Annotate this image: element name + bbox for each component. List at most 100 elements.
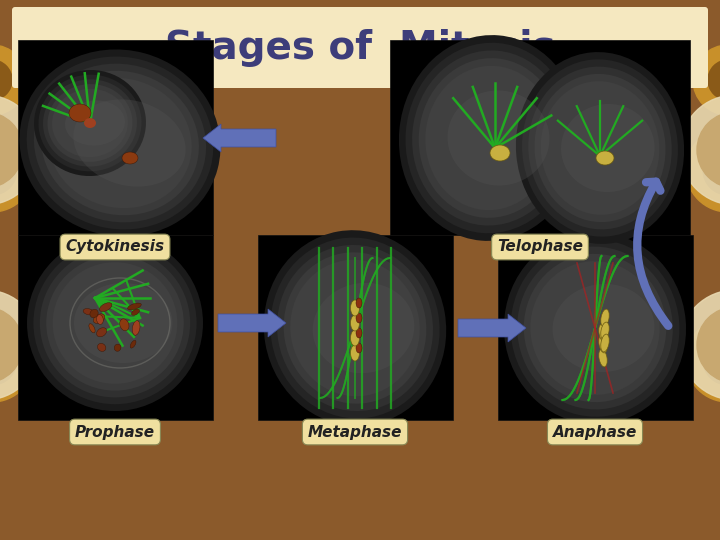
Ellipse shape (27, 235, 203, 411)
Ellipse shape (122, 152, 138, 164)
Circle shape (0, 128, 34, 212)
FancyArrow shape (218, 309, 286, 337)
Ellipse shape (41, 71, 199, 215)
Ellipse shape (356, 343, 362, 353)
Ellipse shape (561, 104, 654, 192)
Ellipse shape (351, 300, 359, 316)
Circle shape (686, 128, 720, 212)
FancyBboxPatch shape (498, 235, 693, 420)
Text: Stages of  Mitosis: Stages of Mitosis (165, 29, 555, 67)
FancyBboxPatch shape (12, 7, 708, 88)
Ellipse shape (510, 239, 680, 417)
Ellipse shape (600, 322, 609, 340)
Ellipse shape (73, 99, 186, 187)
Ellipse shape (19, 50, 220, 237)
Ellipse shape (90, 309, 98, 318)
Ellipse shape (600, 309, 609, 327)
Circle shape (0, 307, 23, 383)
Circle shape (0, 318, 34, 402)
Circle shape (703, 335, 720, 385)
Ellipse shape (83, 309, 94, 315)
Ellipse shape (277, 245, 433, 411)
Ellipse shape (53, 262, 177, 384)
Ellipse shape (52, 89, 128, 157)
Text: Metaphase: Metaphase (307, 424, 402, 440)
Ellipse shape (541, 81, 660, 215)
Ellipse shape (40, 248, 190, 397)
Ellipse shape (264, 230, 446, 426)
Ellipse shape (504, 232, 686, 424)
Ellipse shape (65, 100, 125, 146)
Ellipse shape (312, 283, 414, 373)
Ellipse shape (599, 335, 607, 353)
Ellipse shape (596, 151, 614, 165)
Circle shape (697, 112, 720, 188)
Ellipse shape (399, 35, 581, 241)
Circle shape (0, 112, 23, 188)
Circle shape (0, 335, 17, 385)
Ellipse shape (271, 238, 440, 418)
Ellipse shape (132, 321, 140, 335)
Ellipse shape (516, 52, 684, 244)
Circle shape (680, 290, 720, 400)
Circle shape (708, 60, 720, 100)
Ellipse shape (356, 313, 362, 323)
Ellipse shape (419, 58, 562, 218)
FancyArrow shape (458, 314, 526, 342)
Ellipse shape (412, 50, 568, 226)
Circle shape (693, 45, 720, 115)
Circle shape (0, 145, 17, 195)
FancyArrow shape (203, 124, 276, 152)
Circle shape (0, 45, 27, 115)
Ellipse shape (48, 78, 192, 208)
Ellipse shape (127, 303, 141, 310)
Ellipse shape (599, 349, 607, 367)
Text: Cytokinesis: Cytokinesis (66, 240, 165, 254)
Circle shape (0, 95, 40, 205)
FancyBboxPatch shape (258, 235, 453, 420)
Ellipse shape (34, 64, 206, 222)
Ellipse shape (97, 343, 106, 352)
Ellipse shape (600, 334, 609, 352)
Ellipse shape (284, 252, 426, 404)
Ellipse shape (534, 74, 665, 222)
FancyBboxPatch shape (390, 40, 690, 235)
Ellipse shape (33, 242, 197, 404)
Ellipse shape (599, 324, 607, 342)
Circle shape (680, 95, 720, 205)
Circle shape (697, 307, 720, 383)
Ellipse shape (356, 328, 362, 338)
Ellipse shape (522, 59, 678, 237)
Ellipse shape (426, 66, 554, 210)
Ellipse shape (96, 328, 107, 337)
FancyBboxPatch shape (18, 235, 213, 420)
Ellipse shape (43, 79, 137, 167)
Ellipse shape (99, 303, 112, 312)
Ellipse shape (528, 66, 672, 230)
Ellipse shape (552, 284, 654, 372)
Ellipse shape (290, 260, 420, 396)
Ellipse shape (130, 340, 136, 348)
Ellipse shape (523, 254, 666, 402)
Ellipse shape (356, 298, 362, 308)
Ellipse shape (74, 283, 172, 363)
Ellipse shape (490, 145, 510, 161)
Ellipse shape (517, 247, 672, 409)
Ellipse shape (84, 118, 96, 128)
Ellipse shape (448, 91, 549, 186)
Ellipse shape (34, 70, 146, 176)
Ellipse shape (94, 314, 105, 323)
Ellipse shape (48, 84, 132, 162)
Ellipse shape (531, 261, 660, 395)
Circle shape (686, 318, 720, 402)
Text: Telophase: Telophase (497, 240, 583, 254)
Ellipse shape (46, 255, 184, 390)
Text: Prophase: Prophase (75, 424, 155, 440)
Ellipse shape (96, 315, 103, 325)
Ellipse shape (114, 344, 121, 352)
Circle shape (703, 145, 720, 195)
Text: Anaphase: Anaphase (553, 424, 637, 440)
Ellipse shape (132, 309, 140, 315)
Circle shape (0, 290, 40, 400)
Ellipse shape (27, 57, 213, 230)
